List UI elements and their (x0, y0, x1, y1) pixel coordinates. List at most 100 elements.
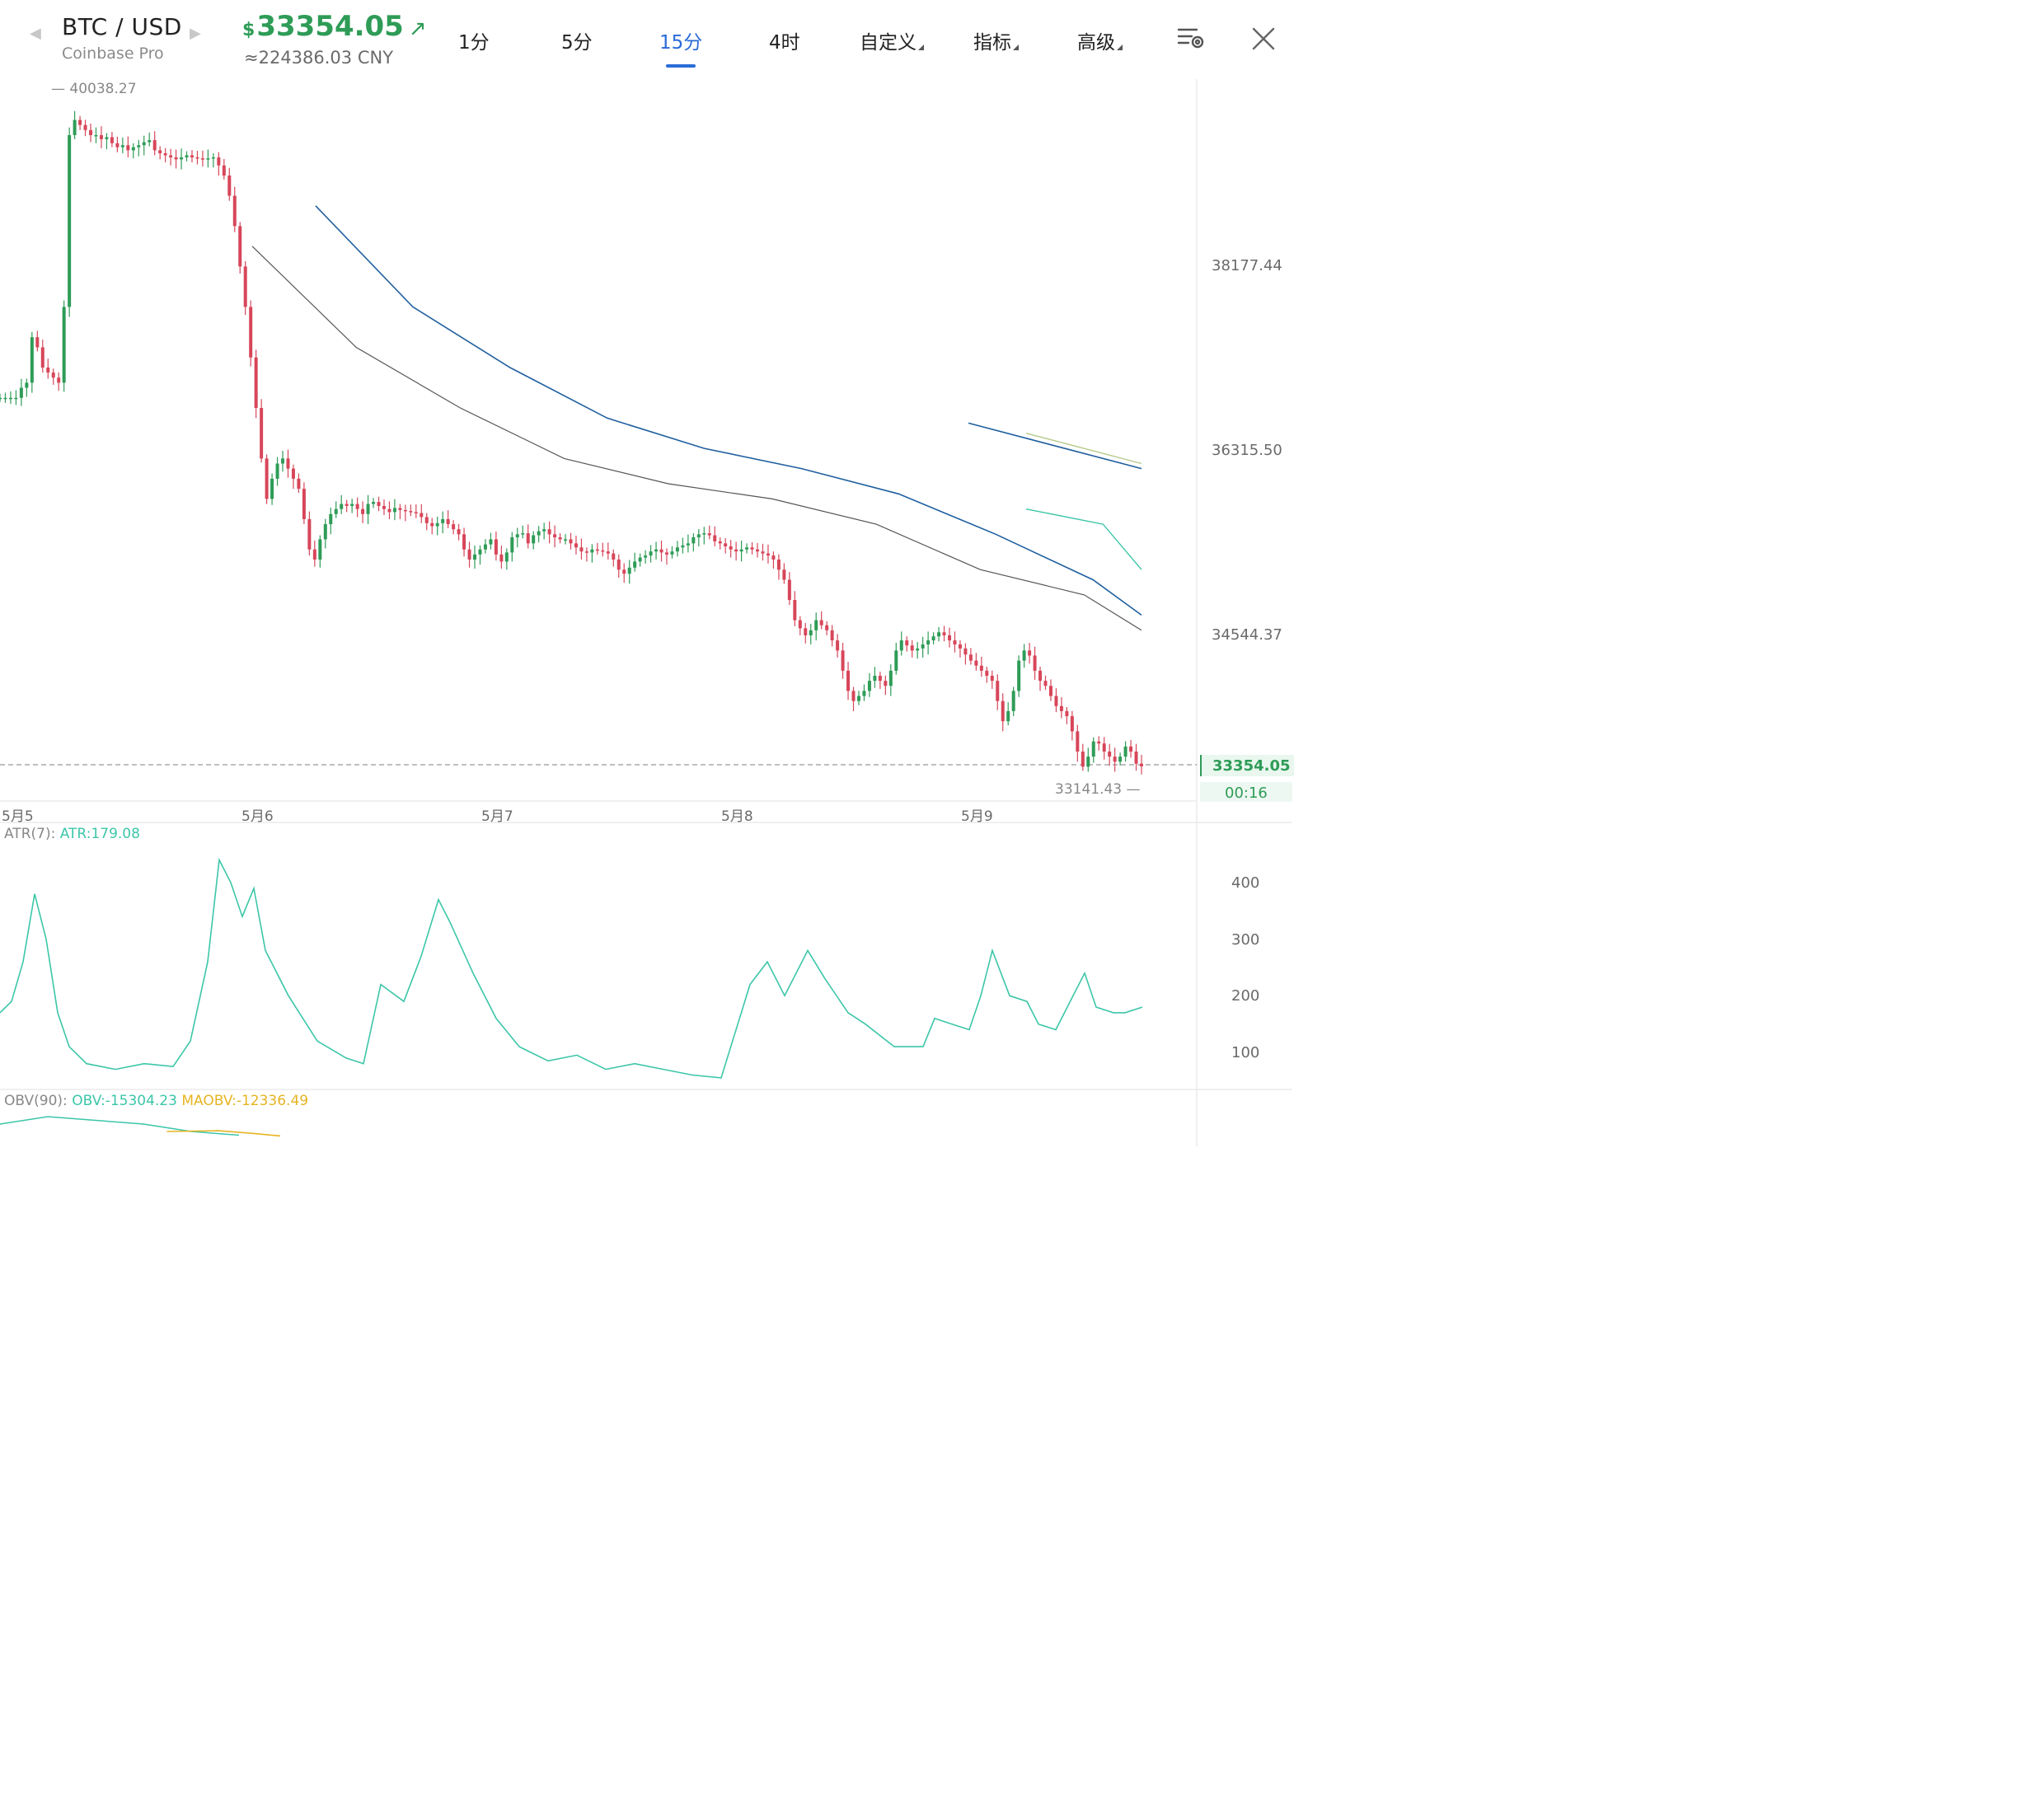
candle-body (110, 137, 114, 143)
candle-body (985, 670, 989, 677)
candle-body (1118, 757, 1123, 762)
candle-body (739, 549, 743, 552)
candle-body (382, 505, 386, 509)
candle-body (297, 478, 301, 490)
price-chart-canvas[interactable] (0, 0, 1292, 1146)
candle-body (707, 533, 711, 536)
candle-body (446, 518, 450, 525)
low-price-value: 33141.43 (1055, 781, 1123, 798)
candle-body (467, 549, 471, 560)
candle-body (137, 145, 141, 148)
candle-body (312, 549, 316, 560)
candle-body (232, 195, 237, 227)
candle-body (686, 543, 690, 546)
candle-body (713, 535, 717, 541)
candle-body (14, 397, 18, 400)
candle-body (921, 644, 925, 649)
candle-body (126, 145, 130, 151)
x-tick-label: 5月5 (2, 808, 34, 825)
x-tick-label: 5月8 (721, 808, 753, 825)
candle-body (409, 511, 413, 513)
prev-pair-arrow-icon[interactable]: ◀ (30, 25, 41, 42)
candle-body (211, 157, 215, 159)
candle-body (537, 531, 541, 536)
maobv-value: MAOBV:-12336.49 (181, 1093, 309, 1109)
candle-body (515, 534, 519, 538)
atr-y-tick: 200 (1231, 987, 1260, 1005)
candle-body (73, 119, 77, 135)
ma-line-blue (315, 205, 1142, 616)
tab-15min[interactable]: 15分 (659, 32, 703, 54)
candle-body (948, 635, 952, 641)
tab-advanced-label: 高级 (1077, 32, 1115, 54)
symbol-label[interactable]: BTC / USD (62, 13, 182, 40)
current-price-tag-value: 33354.05 (1212, 757, 1291, 775)
close-icon[interactable] (1251, 26, 1276, 54)
candle-body (238, 226, 242, 267)
candle-body (1129, 746, 1133, 752)
candle-body (8, 397, 12, 400)
candle-body (724, 543, 728, 547)
candle-body (89, 129, 93, 135)
obv-value: OBV:-15304.23 (72, 1093, 177, 1109)
tab-advanced[interactable]: 高级 (1077, 26, 1123, 54)
currency-sign: $ (242, 20, 256, 40)
candle-body (99, 134, 103, 139)
candle-body (601, 550, 605, 552)
next-pair-arrow-icon[interactable]: ▶ (190, 25, 201, 42)
candle-body (1134, 751, 1138, 764)
candle-body (174, 157, 178, 160)
obv-title: OBV(90): (4, 1093, 68, 1109)
candle-body (579, 547, 584, 552)
candle-body (1038, 670, 1043, 682)
candle-body (814, 620, 818, 630)
candle-body (387, 508, 391, 513)
candle-body (627, 567, 631, 574)
candle-body (1065, 710, 1069, 717)
candle-body (1091, 741, 1095, 757)
candle-body (942, 632, 946, 635)
candle-body (931, 636, 935, 641)
tab-5min[interactable]: 5分 (561, 32, 593, 54)
candle-body (372, 502, 376, 504)
candle-body (734, 549, 738, 552)
ma-line-gray (251, 246, 1142, 631)
candle-body (286, 458, 290, 469)
candle-body (804, 628, 808, 635)
tab-1min[interactable]: 1分 (458, 32, 490, 54)
candle-body (905, 640, 909, 646)
candle-body (265, 458, 269, 499)
candle-body (217, 157, 221, 166)
candle-body (158, 150, 162, 154)
atr-value: ATR:179.08 (59, 826, 140, 842)
candle-body (616, 559, 621, 570)
candle-body (1054, 696, 1058, 706)
high-price-value: 40038.27 (69, 81, 137, 97)
chart-settings-icon[interactable] (1177, 26, 1207, 54)
tab-4h[interactable]: 4时 (769, 32, 800, 54)
candle-body (148, 140, 152, 143)
candle-body (958, 644, 962, 649)
current-price: $33354.05 ↗ (242, 10, 427, 43)
candle-body (190, 155, 194, 157)
candle-body (968, 654, 973, 661)
candle-body (659, 549, 663, 553)
candle-body (1140, 763, 1143, 766)
candle-body (243, 266, 247, 307)
candle-body (1123, 746, 1127, 757)
candle-body (675, 547, 679, 552)
candle-body (702, 533, 706, 535)
tab-custom[interactable]: 自定义 (860, 26, 924, 54)
candle-body (873, 676, 877, 682)
candle-body (809, 630, 813, 635)
candle-body (83, 124, 87, 130)
candle-body (435, 522, 439, 527)
exchange-label: Coinbase Pro (62, 45, 164, 63)
dropdown-caret-icon (1013, 45, 1019, 50)
candle-body (1097, 741, 1101, 744)
candle-body (206, 158, 210, 160)
tab-indicators[interactable]: 指标 (973, 26, 1019, 54)
obv-line (0, 1116, 240, 1136)
candle-body (564, 539, 568, 541)
candle-body (888, 670, 893, 686)
